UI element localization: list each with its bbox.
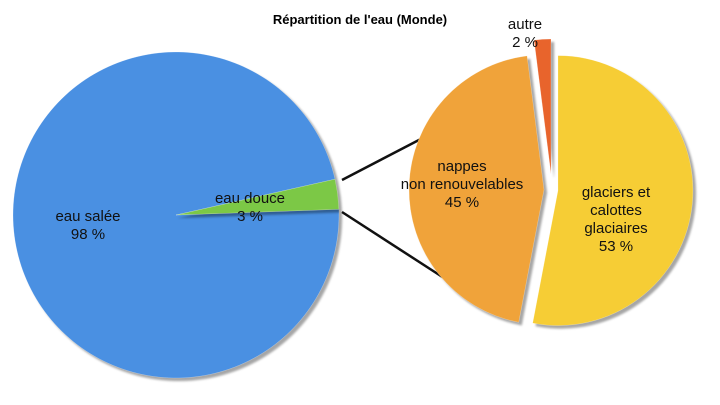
connector-line bbox=[341, 210, 445, 280]
value-label: 2 % bbox=[512, 34, 538, 51]
category-label: eau douce bbox=[214, 190, 286, 207]
slice-label: glaciers et calottes glaciaires 53 % bbox=[564, 184, 668, 256]
slice-label: eau salée 98 % bbox=[55, 208, 120, 244]
pie-slice bbox=[408, 55, 545, 323]
category-label: nappes non renouvelables bbox=[400, 158, 524, 193]
chart-title: Répartition de l'eau (Monde) bbox=[272, 12, 448, 27]
slice-label: autre 2 % bbox=[508, 16, 542, 52]
pie-slice bbox=[12, 51, 340, 379]
value-label: 98 % bbox=[70, 226, 106, 243]
category-label: autre bbox=[507, 16, 543, 33]
category-label: glaciers et calottes glaciaires bbox=[581, 184, 651, 237]
category-label: eau salée bbox=[55, 208, 121, 225]
value-label: 3 % bbox=[237, 208, 263, 225]
value-label: 53 % bbox=[598, 238, 634, 255]
pie-slice bbox=[175, 178, 340, 216]
value-label: 45 % bbox=[444, 194, 480, 211]
pie-slice bbox=[532, 55, 694, 326]
slice-label: nappes non renouvelables 45 % bbox=[401, 158, 524, 212]
pie-slice bbox=[533, 38, 552, 175]
slice-label: eau douce 3 % bbox=[215, 190, 285, 226]
